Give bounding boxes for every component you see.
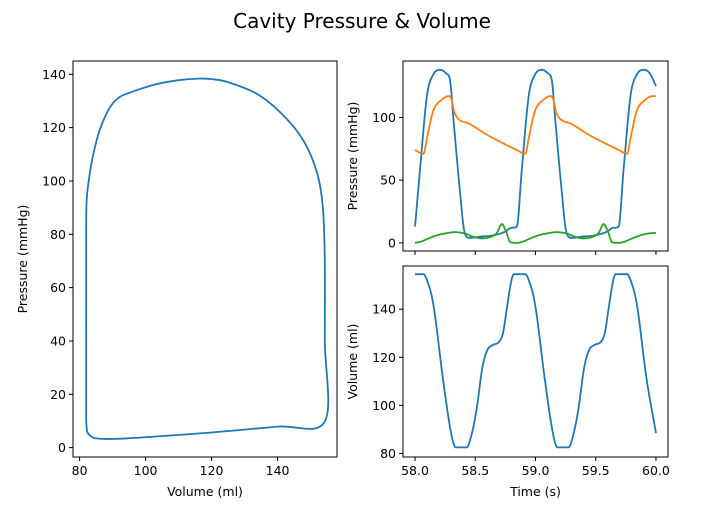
y-axis-label: Volume (ml) [345,324,360,400]
series-line-cavity-pressure [414,68,657,239]
figure-title: Cavity Pressure & Volume [233,9,491,33]
x-tick-label: 140 [266,463,290,478]
y-tick-label: 80 [380,446,396,461]
y-tick-label: 140 [372,302,396,317]
series-line-arterial-pressure [414,95,657,155]
x-tick-label: 80 [72,463,88,478]
y-tick-label: 50 [380,173,396,188]
x-axis-label: Time (s) [509,484,561,499]
y-tick-label: 120 [372,350,396,365]
y-tick-label: 80 [50,227,66,242]
series-line-PV-loop [85,77,330,440]
x-tick-label: 59.0 [522,463,550,478]
axes-pressure: 0 50 100 Pressure (mmHg) [345,60,669,255]
y-axis-label: Pressure (mmHg) [15,205,30,314]
series-line-venous-pressure [414,223,657,244]
y-tick-label: 100 [372,398,396,413]
y-tick-label: 140 [42,67,66,82]
x-tick-label: 60.0 [642,463,670,478]
y-tick-label: 0 [388,235,396,250]
y-axis-label: Pressure (mmHg) [345,102,360,211]
axes-frame [72,60,338,458]
x-tick-label: 58.5 [461,463,489,478]
series-line-cavity-volume [415,273,657,449]
axes-frame [402,265,669,458]
y-tick-label: 40 [50,334,66,349]
y-tick-label: 20 [50,387,66,402]
x-axis-label: Volume (ml) [167,484,243,499]
x-tick-label: 58.0 [401,463,429,478]
x-tick-label: 59.5 [582,463,610,478]
y-tick-label: 0 [58,440,66,455]
x-tick-label: 100 [134,463,158,478]
axes-volume: 58.0 58.5 59.0 59.5 60.0 80 100 120 140 Time (s) V… [345,265,670,499]
y-tick-label: 60 [50,280,66,295]
y-tick-label: 100 [372,110,396,125]
y-tick-label: 120 [42,120,66,135]
axes-pv: 80 100 120 140 0 20 40 60 80 100 120 140 Volume (ml)… [15,60,338,499]
axes-frame [402,60,669,252]
y-tick-label: 100 [42,174,66,189]
x-tick-label: 120 [200,463,224,478]
